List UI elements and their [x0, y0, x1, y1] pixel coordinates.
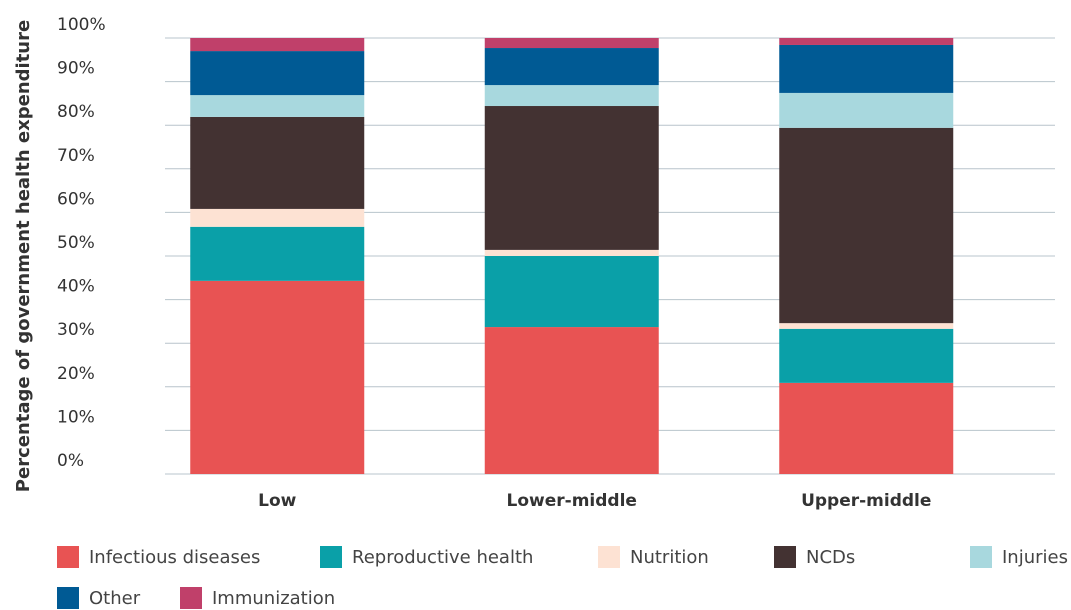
y-axis-label: Percentage of government health expendit… — [13, 20, 34, 492]
bar-segment — [484, 38, 659, 49]
legend-label: Reproductive health — [352, 547, 533, 568]
y-tick-label: 60% — [57, 189, 95, 209]
bar-segment — [190, 116, 365, 209]
y-tick-label: 70% — [57, 146, 95, 166]
x-tick-label: Upper-middle — [801, 491, 931, 511]
bar-segment — [190, 95, 365, 117]
y-tick-label: 100% — [57, 15, 106, 35]
y-tick-label: 90% — [57, 59, 95, 79]
y-tick-label: 30% — [57, 320, 95, 340]
x-tick-label: Low — [258, 491, 297, 511]
y-tick-label: 10% — [57, 407, 95, 427]
bar-segment — [484, 256, 659, 328]
legend-swatch — [57, 587, 79, 609]
x-tick-label: Lower-middle — [507, 491, 637, 511]
bar-segment — [190, 51, 365, 96]
y-tick-label: 80% — [57, 102, 95, 122]
bar-segment — [190, 208, 365, 227]
bar-segment — [779, 328, 954, 383]
legend-swatch — [970, 546, 992, 568]
y-tick-label: 40% — [57, 277, 95, 297]
bar-segment — [190, 226, 365, 281]
bar-segment — [484, 327, 659, 474]
bar-segment — [484, 249, 659, 256]
bar-segment — [779, 92, 954, 128]
legend-swatch — [180, 587, 202, 609]
bar-segment — [779, 38, 954, 45]
y-tick-label: 20% — [57, 364, 95, 384]
legend-label: Injuries — [1002, 547, 1068, 568]
y-tick-label: 0% — [57, 451, 84, 471]
legend-label: Immunization — [212, 588, 335, 609]
legend-label: Infectious diseases — [89, 547, 260, 568]
bar-segment — [190, 280, 365, 474]
y-tick-label: 50% — [57, 233, 95, 253]
legend-swatch — [57, 546, 79, 568]
legend-label: NCDs — [806, 547, 855, 568]
bar-segment — [779, 323, 954, 329]
bar-segment — [779, 382, 954, 474]
legend-swatch — [598, 546, 620, 568]
bar-segment — [190, 38, 365, 52]
bar-segment — [779, 127, 954, 324]
bar-segment — [484, 85, 659, 107]
legend-label: Other — [89, 588, 141, 609]
bar-segment — [779, 44, 954, 93]
bar-segment — [484, 48, 659, 86]
legend-swatch — [320, 546, 342, 568]
legend-swatch — [774, 546, 796, 568]
legend-label: Nutrition — [630, 547, 709, 568]
bar-segment — [484, 106, 659, 250]
